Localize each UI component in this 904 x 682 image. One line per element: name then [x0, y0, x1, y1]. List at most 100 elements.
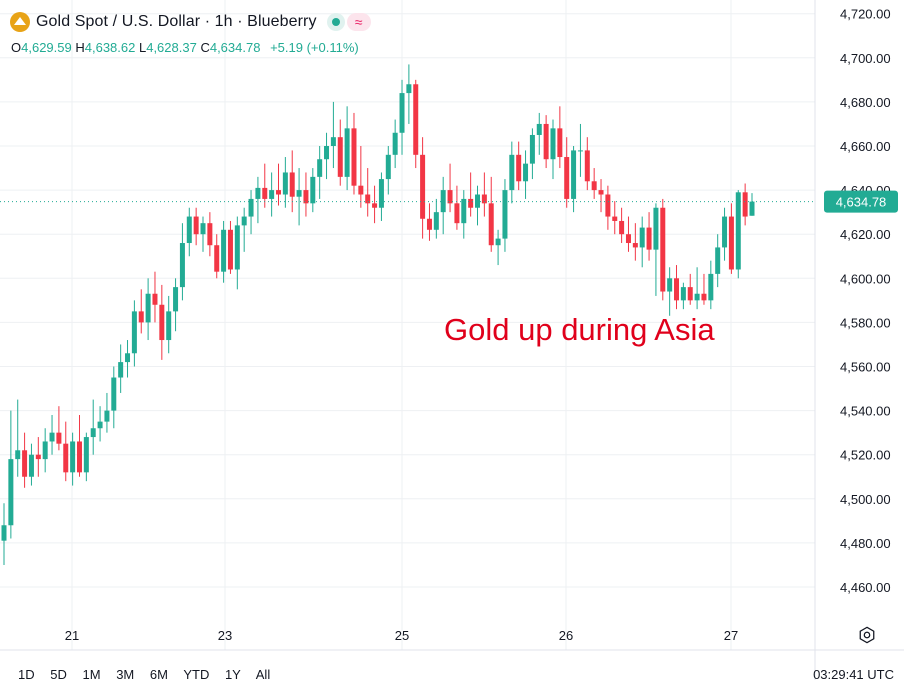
candle — [221, 220, 227, 283]
candle — [193, 207, 199, 246]
low-value: 4,628.37 — [146, 40, 197, 55]
candle — [317, 146, 323, 199]
candle — [35, 437, 41, 477]
last-price-value: 4,634.78 — [836, 195, 887, 210]
timeframe-1m[interactable]: 1M — [82, 667, 101, 682]
open-label: O — [11, 40, 22, 55]
candle — [324, 132, 330, 180]
utc-clock[interactable]: 03:29:41 UTC — [813, 667, 894, 682]
candle — [207, 212, 213, 257]
chart-annotation: Gold up during Asia — [444, 312, 715, 347]
price-tick-label: 4,580.00 — [840, 315, 891, 330]
candle — [15, 399, 21, 477]
price-tick-label: 4,600.00 — [840, 271, 891, 286]
candle — [344, 106, 350, 191]
candle — [145, 278, 151, 341]
timeframe-all[interactable]: All — [255, 667, 271, 682]
price-tick-label: 4,720.00 — [840, 7, 891, 22]
candle — [557, 106, 563, 169]
candle — [447, 163, 453, 213]
candle — [584, 137, 590, 191]
price-tick-label: 4,480.00 — [840, 536, 891, 551]
candle — [378, 172, 384, 221]
candle — [536, 112, 542, 155]
symbol-header: Gold Spot / U.S. Dollar · 1h · Blueberry… — [10, 10, 371, 34]
candle — [131, 300, 137, 367]
timeframe-ytd[interactable]: YTD — [183, 667, 210, 682]
candle — [262, 163, 268, 208]
candle — [461, 190, 467, 239]
candle — [694, 267, 700, 310]
candle — [728, 203, 734, 274]
candle — [138, 289, 144, 334]
price-tick-label: 4,520.00 — [840, 448, 891, 463]
candle — [104, 392, 110, 433]
open-value: 4,629.59 — [21, 40, 72, 55]
high-label: H — [75, 40, 85, 55]
timeframe-3m[interactable]: 3M — [116, 667, 135, 682]
candle — [83, 432, 89, 482]
candle — [303, 172, 309, 217]
candle — [667, 267, 673, 316]
candle — [420, 137, 426, 239]
time-tick-label: 23 — [218, 628, 232, 643]
candle — [282, 157, 288, 208]
timeframe-1y[interactable]: 1Y — [224, 667, 241, 682]
chart-settings-icon[interactable] — [858, 626, 876, 644]
candle — [351, 112, 357, 195]
candle — [468, 172, 474, 217]
candle — [680, 282, 686, 310]
candle — [619, 207, 625, 244]
candle — [605, 185, 611, 230]
close-label: C — [200, 40, 210, 55]
timeframe-bar: 1D 5D 1M 3M 6M YTD 1Y All — [18, 667, 282, 682]
candle — [227, 220, 233, 274]
candle — [653, 203, 659, 296]
candle — [1, 503, 7, 565]
candle — [28, 443, 34, 486]
candle — [591, 168, 597, 199]
candle — [543, 115, 549, 169]
candle — [523, 150, 529, 199]
timeframe-6m[interactable]: 6M — [149, 667, 168, 682]
candle — [612, 201, 618, 235]
last-price-label[interactable]: 4,634.78 — [824, 190, 898, 213]
price-tick-label: 4,620.00 — [840, 227, 891, 242]
gold-logo-icon — [10, 12, 30, 32]
candle — [269, 172, 275, 217]
candle — [433, 198, 439, 239]
candle — [8, 410, 14, 539]
symbol-title[interactable]: Gold Spot / U.S. Dollar · 1h · Blueberry — [36, 13, 317, 30]
candle — [385, 146, 391, 195]
candle — [722, 207, 728, 261]
market-status-icon[interactable] — [326, 13, 345, 31]
candle — [76, 415, 82, 477]
candle — [742, 183, 748, 226]
candle — [63, 421, 69, 482]
candle — [365, 168, 371, 217]
candle-series — [1, 64, 755, 565]
candle — [564, 137, 570, 208]
candle — [275, 163, 281, 206]
candle — [495, 229, 501, 266]
candle — [330, 101, 336, 169]
candle — [660, 198, 666, 301]
candle — [735, 190, 741, 279]
time-tick-label: 27 — [724, 628, 738, 643]
timeframe-1d[interactable]: 1D — [18, 667, 35, 682]
candle — [248, 190, 254, 235]
timeframe-5d[interactable]: 5D — [50, 667, 67, 682]
candle — [749, 193, 755, 216]
close-value: 4,634.78 — [209, 40, 261, 55]
price-tick-label: 4,500.00 — [840, 492, 891, 507]
change-value: +5.19 (+0.11%) — [270, 40, 359, 55]
candle — [708, 260, 714, 310]
wave-icon[interactable]: ≈ — [346, 13, 371, 31]
time-tick-label: 21 — [65, 628, 79, 643]
candle — [413, 79, 419, 169]
price-tick-label: 4,700.00 — [840, 51, 891, 66]
candle — [475, 185, 481, 226]
price-tick-label: 4,460.00 — [840, 580, 891, 595]
candle — [406, 64, 412, 124]
